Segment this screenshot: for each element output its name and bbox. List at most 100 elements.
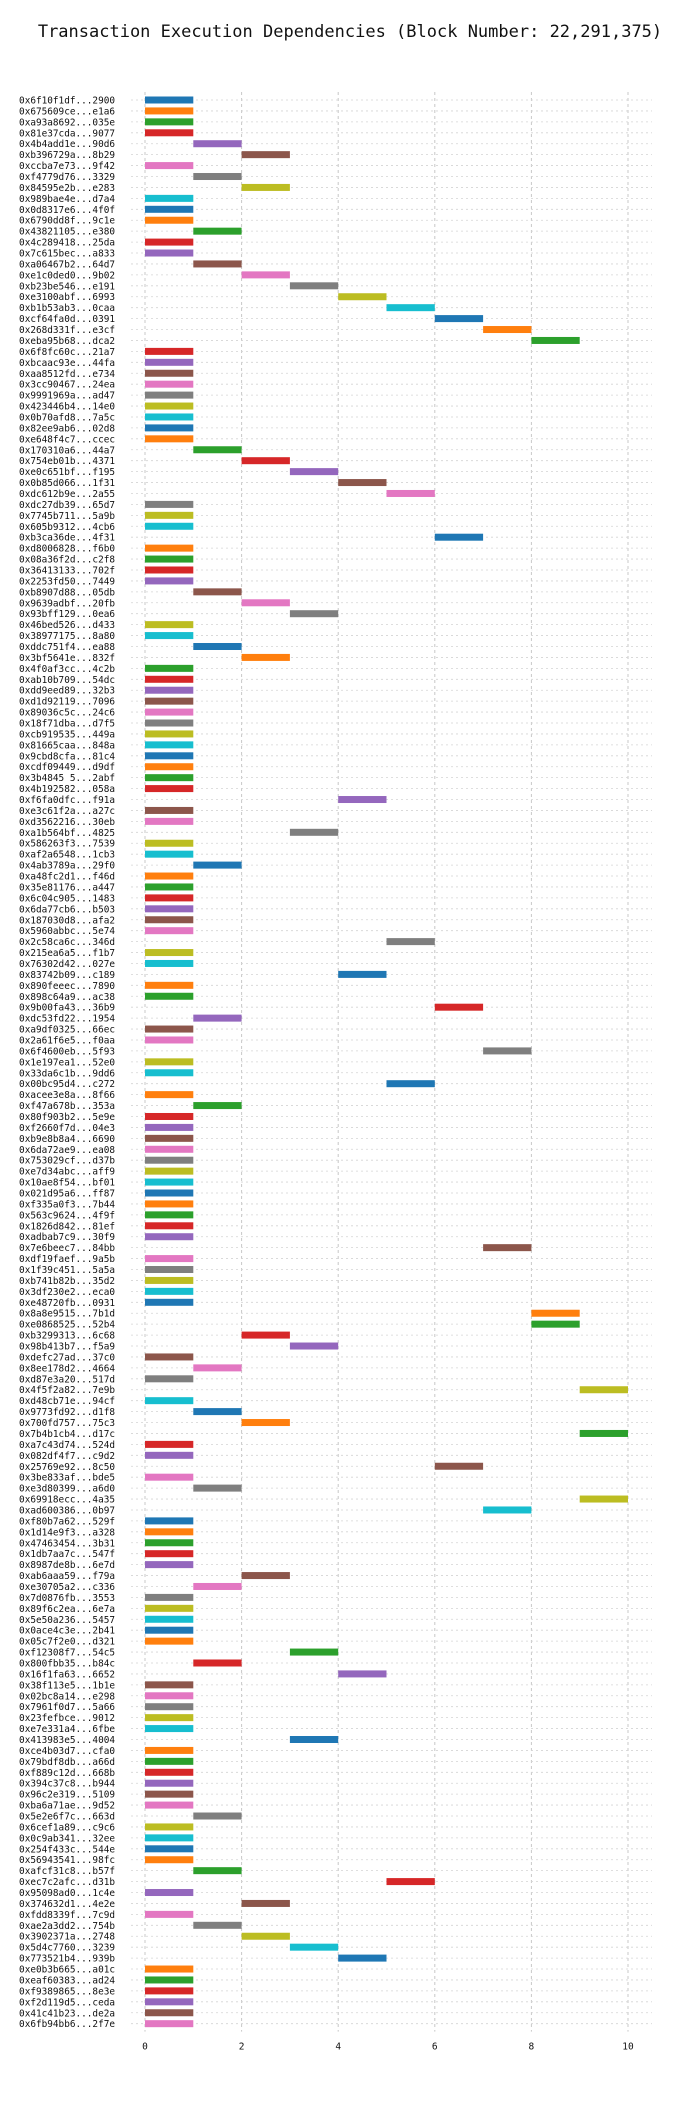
dependency-bar — [145, 358, 194, 366]
row-label: 0xf4779d76...3329 — [19, 172, 115, 183]
dependency-bar — [145, 1287, 194, 1295]
dependency-bar — [145, 1626, 194, 1634]
row-label: 0x18f71dba...d7f5 — [19, 719, 115, 730]
dependency-bar — [145, 1692, 194, 1700]
dependency-bar — [193, 588, 242, 596]
dependency-bar — [193, 140, 242, 148]
dependency-bar — [145, 927, 194, 935]
dependency-bar — [145, 905, 194, 913]
dependency-bar — [145, 730, 194, 738]
row-label: 0x1f39c451...5a5a — [19, 1265, 115, 1276]
row-label: 0xcf64fa0d...0391 — [19, 314, 115, 325]
row-label: 0x6da77cb6...b503 — [19, 904, 115, 915]
dependency-bar — [386, 938, 435, 946]
dependency-bar — [193, 1364, 242, 1372]
row-label: 0x753029cf...d37b — [19, 1156, 115, 1167]
dependency-bar — [145, 839, 194, 847]
dependency-bar — [193, 227, 242, 235]
dependency-bar — [145, 1725, 194, 1733]
dependency-bar — [145, 555, 194, 563]
row-label: 0x9639adbf...20fb — [19, 598, 115, 609]
dependency-bar — [145, 129, 194, 137]
dependency-bar — [145, 511, 194, 519]
dependency-bar — [145, 2009, 194, 2017]
x-tick-label: 10 — [622, 2042, 634, 2053]
row-label: 0x5d4c7760...3239 — [19, 1943, 115, 1954]
row-label: 0x08a36f2d...c2f8 — [19, 555, 115, 566]
row-label: 0x563c9624...4f9f — [19, 1210, 115, 1221]
dependency-bar — [241, 271, 290, 279]
row-label: 0xf80b7a62...529f — [19, 1516, 115, 1527]
row-label: 0x374632d1...4e2e — [19, 1899, 115, 1910]
row-label: 0x4c289418...25da — [19, 238, 115, 249]
dependency-bar — [241, 1419, 290, 1427]
row-label: 0xe7d34abc...aff9 — [19, 1167, 115, 1178]
row-label: 0x7961f0d7...5a66 — [19, 1702, 115, 1713]
dependency-bar — [145, 1167, 194, 1175]
dependency-bar — [145, 2020, 194, 2028]
dependency-bar — [338, 479, 387, 487]
dependency-bar — [241, 183, 290, 191]
row-label: 0xd87e3a20...517d — [19, 1374, 115, 1385]
row-label: 0x35e81176...a447 — [19, 882, 115, 893]
dependency-bar — [193, 1812, 242, 1820]
row-label: 0x187030d8...afa2 — [19, 915, 115, 926]
row-label: 0x0d8317e6...4f0f — [19, 205, 115, 216]
dependency-bar — [193, 260, 242, 268]
dependency-bar — [338, 796, 387, 804]
dependency-bar — [483, 326, 532, 334]
row-label: 0x586263f3...7539 — [19, 839, 115, 850]
dependency-bar — [193, 1102, 242, 1110]
dependency-bar — [145, 1593, 194, 1601]
dependency-bar — [338, 293, 387, 301]
row-label: 0x754eb01b...4371 — [19, 456, 115, 467]
row-label: 0xdc53fd22...1954 — [19, 1014, 115, 1025]
row-label: 0xf12308f7...54c5 — [19, 1648, 115, 1659]
dependency-bar — [289, 828, 339, 836]
dependency-bar — [145, 347, 194, 355]
dependency-bar — [386, 304, 435, 312]
row-label: 0xa93a8692...035e — [19, 117, 115, 128]
row-label: 0x47463454...3b31 — [19, 1538, 115, 1549]
row-label: 0xab6aaa59...f79a — [19, 1571, 115, 1582]
row-label: 0x76302d42...027e — [19, 959, 115, 970]
row-label: 0x0b85d066...1f31 — [19, 478, 115, 489]
row-label: 0x10ae8f54...bf01 — [19, 1178, 115, 1189]
dependency-bar — [193, 1484, 242, 1492]
dependency-bar — [145, 1801, 194, 1809]
row-label: 0x394c37c8...b944 — [19, 1779, 115, 1790]
dependency-bar — [145, 1746, 194, 1754]
dependency-bar — [434, 533, 484, 541]
row-label: 0xf335a0f3...7b44 — [19, 1199, 115, 1210]
dependency-bar — [145, 806, 194, 814]
row-label: 0x4f0af3cc...4c2b — [19, 664, 115, 675]
dependency-bar — [145, 785, 194, 793]
row-label: 0x96c2e319...5109 — [19, 1790, 115, 1801]
dependency-bar — [145, 1266, 194, 1274]
dependency-bar — [145, 1036, 194, 1044]
row-label: 0x675609ce...e1a6 — [19, 106, 115, 117]
dependency-bar — [193, 173, 242, 181]
row-label: 0xe3c61f2a...a27c — [19, 806, 115, 817]
dependency-bar — [145, 664, 194, 672]
dependency-bar — [241, 1572, 290, 1580]
row-label: 0xcdf09449...d9df — [19, 762, 115, 773]
row-label: 0x7c615bec...a833 — [19, 249, 115, 260]
row-label: 0xa06467b2...64d7 — [19, 259, 115, 270]
dependency-bar — [483, 1244, 532, 1252]
dependency-bar — [145, 1910, 194, 1918]
row-label: 0xe648f4c7...ccec — [19, 434, 115, 445]
dependency-bar — [145, 774, 194, 782]
dependency-bar — [241, 1932, 290, 1940]
row-label: 0x7b4b1cb4...d17c — [19, 1429, 115, 1440]
row-label: 0xce4b03d7...cfa0 — [19, 1746, 115, 1757]
row-label: 0xfdd8339f...7c9d — [19, 1910, 115, 1921]
row-label: 0xd48cb71e...94cf — [19, 1396, 115, 1407]
dependency-bar — [145, 1451, 194, 1459]
dependency-bar — [241, 653, 290, 661]
row-label: 0x6f4600eb...5f93 — [19, 1046, 115, 1057]
row-label: 0xe0c651bf...f195 — [19, 467, 115, 478]
dependency-bar — [145, 675, 194, 683]
row-label: 0x6da72ae9...ea08 — [19, 1145, 115, 1156]
